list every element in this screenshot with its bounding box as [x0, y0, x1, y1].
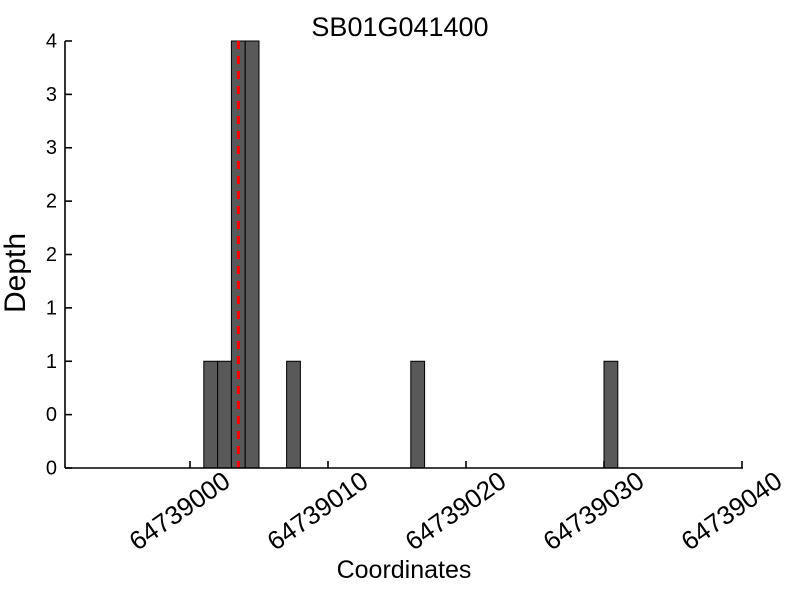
svg-text:Coordinates: Coordinates [337, 556, 472, 584]
svg-text:64739040: 64739040 [675, 465, 787, 556]
svg-text:3: 3 [46, 137, 57, 159]
svg-text:2: 2 [46, 244, 57, 266]
svg-text:0: 0 [46, 458, 57, 480]
svg-text:2: 2 [46, 191, 57, 213]
svg-text:64739030: 64739030 [537, 465, 649, 556]
svg-text:64739000: 64739000 [123, 465, 235, 556]
svg-text:1: 1 [46, 297, 57, 319]
svg-text:64739020: 64739020 [399, 465, 511, 556]
svg-text:3: 3 [46, 84, 57, 106]
svg-text:Depth: Depth [0, 233, 32, 313]
svg-text:1: 1 [46, 351, 57, 373]
svg-text:0: 0 [46, 404, 57, 426]
svg-text:64739010: 64739010 [261, 465, 373, 556]
